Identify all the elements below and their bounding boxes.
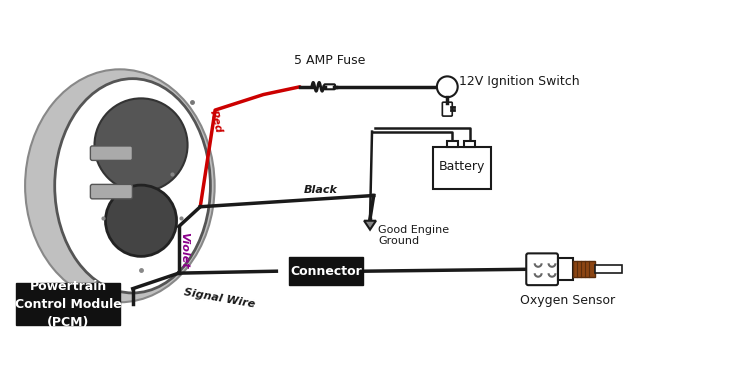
Circle shape — [94, 99, 187, 192]
Text: Violet: Violet — [178, 231, 189, 268]
FancyBboxPatch shape — [594, 265, 623, 273]
Text: Oxygen Sensor: Oxygen Sensor — [520, 294, 615, 307]
Circle shape — [437, 76, 458, 97]
Polygon shape — [364, 221, 376, 230]
FancyBboxPatch shape — [442, 102, 452, 116]
FancyBboxPatch shape — [16, 283, 120, 325]
FancyBboxPatch shape — [324, 84, 335, 89]
Text: 12V Ignition Switch: 12V Ignition Switch — [459, 75, 580, 88]
FancyBboxPatch shape — [526, 253, 558, 285]
Text: Battery: Battery — [439, 160, 485, 173]
FancyBboxPatch shape — [91, 146, 132, 160]
FancyBboxPatch shape — [573, 261, 594, 277]
FancyBboxPatch shape — [447, 140, 458, 147]
Text: Red: Red — [207, 109, 224, 135]
Text: Black: Black — [304, 185, 337, 195]
Text: Connector: Connector — [290, 265, 362, 278]
Text: 5 AMP Fuse: 5 AMP Fuse — [294, 54, 366, 67]
Text: Signal Wire: Signal Wire — [183, 287, 256, 309]
FancyBboxPatch shape — [91, 185, 132, 199]
Circle shape — [106, 185, 177, 256]
Ellipse shape — [55, 79, 210, 293]
FancyBboxPatch shape — [464, 140, 476, 147]
FancyBboxPatch shape — [558, 258, 573, 280]
FancyBboxPatch shape — [289, 257, 363, 285]
Text: Good Engine
Ground: Good Engine Ground — [378, 225, 449, 246]
FancyBboxPatch shape — [433, 147, 490, 189]
Text: Powertrain
Control Module
(PCM): Powertrain Control Module (PCM) — [15, 280, 122, 329]
Ellipse shape — [25, 69, 215, 302]
